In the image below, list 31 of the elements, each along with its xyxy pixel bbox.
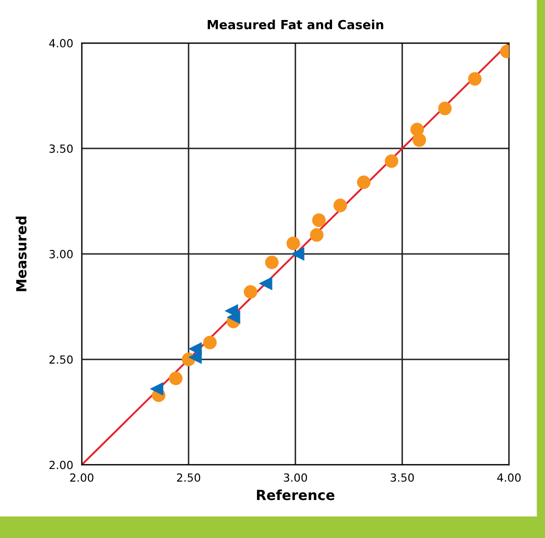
point [310, 228, 324, 242]
point [468, 72, 482, 86]
point [265, 256, 279, 270]
y-axis-title: Measured [16, 216, 27, 292]
point [150, 382, 164, 396]
point [356, 175, 371, 189]
point [312, 213, 326, 227]
x-tick-label: 2.00 [70, 473, 94, 482]
point [203, 336, 217, 350]
x-tick-label: 2.50 [177, 473, 200, 482]
point [290, 247, 304, 261]
y-tick-label: 3.50 [50, 144, 73, 153]
y-tick-label: 2.00 [49, 460, 73, 470]
x-axis-title: Reference [256, 489, 334, 500]
x-tick-label: 4.00 [497, 473, 521, 482]
x-tick-label: 3.00 [284, 473, 308, 482]
point [384, 154, 398, 168]
y-tick-label: 2.50 [49, 355, 73, 364]
y-tick-label: 3.00 [50, 250, 73, 258]
chart-title: Measured Fat and Casein [208, 20, 384, 30]
point [286, 236, 300, 250]
point [412, 133, 426, 147]
point [226, 310, 240, 324]
point [438, 102, 452, 116]
y-tick-label: 4.00 [49, 39, 73, 48]
x-tick-label: 3.50 [390, 473, 414, 482]
point [188, 350, 202, 364]
point [168, 372, 183, 386]
point [258, 276, 272, 290]
point [244, 285, 258, 299]
point [333, 198, 348, 212]
